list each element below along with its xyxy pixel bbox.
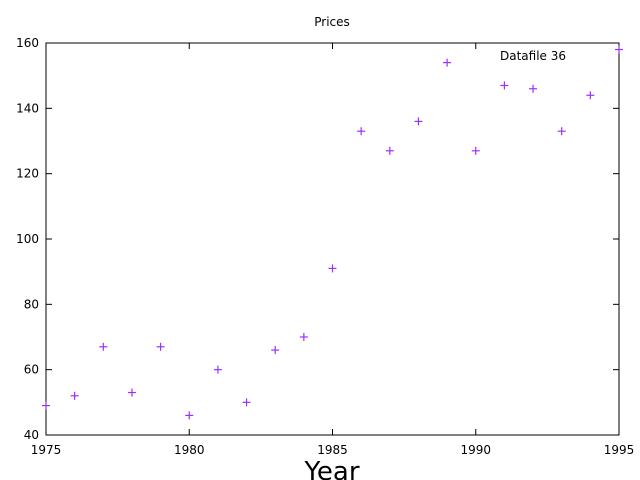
data-point [271, 346, 280, 355]
data-point [42, 401, 50, 410]
data-point [529, 84, 538, 93]
y-tick-label: 100 [16, 232, 39, 246]
y-axis-ticks: 40 60 80 100 120 140 160 [16, 36, 619, 442]
y-tick-label: 140 [16, 101, 39, 115]
legend-label: Datafile 36 [500, 49, 566, 63]
data-point [586, 91, 595, 100]
x-tick-label: 1990 [460, 443, 491, 457]
data-point [414, 117, 423, 126]
y-tick-label: 60 [24, 363, 39, 377]
x-tick-label: 1975 [31, 443, 62, 457]
data-point [156, 342, 165, 351]
x-tick-label: 1980 [174, 443, 205, 457]
legend: Datafile 36 [500, 49, 566, 63]
y-tick-label: 160 [16, 36, 39, 50]
data-point [70, 391, 79, 400]
plot-frame [45, 42, 620, 436]
data-point [328, 264, 337, 273]
data-point [357, 127, 366, 136]
y-tick-label: 40 [24, 428, 39, 442]
data-point [299, 333, 308, 341]
data-point [557, 127, 566, 136]
y-tick-label: 120 [16, 167, 39, 181]
x-tick-label: 1985 [317, 443, 348, 457]
data-point [471, 146, 480, 155]
data-point [500, 81, 509, 90]
data-point [127, 388, 136, 397]
data-point [185, 411, 194, 420]
x-tick-label: 1995 [604, 443, 635, 457]
data-point [99, 342, 108, 351]
chart-title: Prices [314, 15, 350, 29]
data-point [615, 45, 623, 54]
x-axis-label: Year [303, 457, 359, 480]
data-point [213, 365, 222, 374]
y-tick-label: 80 [24, 297, 39, 311]
data-point [385, 146, 394, 155]
data-point [242, 398, 251, 407]
data-points [42, 45, 623, 420]
data-point [443, 58, 452, 67]
x-axis-ticks: 1975 1980 1985 1990 1995 [31, 43, 635, 457]
